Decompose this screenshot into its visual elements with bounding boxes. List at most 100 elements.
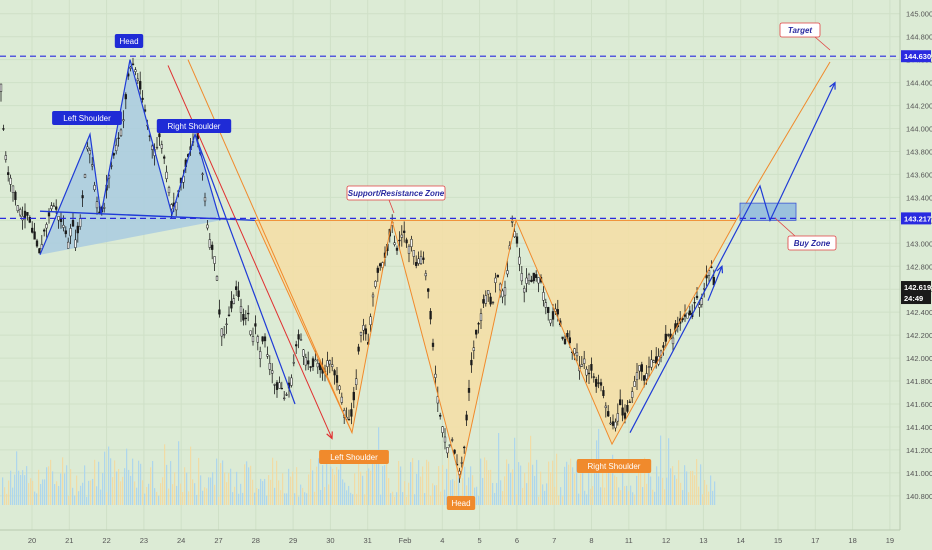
candle-body	[647, 366, 651, 368]
volume-bar	[206, 488, 208, 505]
candle-body	[326, 360, 329, 367]
volume-bar	[122, 476, 124, 505]
candle-body	[47, 212, 51, 217]
volume-bar	[426, 459, 428, 505]
candle-body	[280, 387, 283, 390]
volume-bar	[508, 463, 510, 505]
volume-bar	[622, 468, 624, 505]
candle-body	[611, 421, 615, 426]
volume-bar	[654, 491, 656, 505]
candle-body	[33, 231, 36, 240]
volume-bar	[180, 483, 182, 505]
candle-body	[333, 370, 336, 376]
volume-bar	[602, 461, 604, 505]
candle-body	[511, 220, 514, 223]
candle-body	[453, 449, 456, 454]
candle-body	[273, 384, 276, 386]
volume-bar	[524, 472, 526, 505]
candle-body	[355, 378, 358, 386]
volume-bar	[90, 480, 92, 505]
time-tick-label: 13	[699, 536, 707, 545]
volume-bar	[108, 446, 110, 505]
candle-body	[633, 381, 636, 387]
volume-bar	[548, 461, 550, 505]
volume-bar	[452, 479, 454, 505]
price-axis[interactable]: 140.800 141.000 141.200 141.400 141.600 141.8…	[899, 0, 932, 550]
candle-body	[175, 202, 178, 211]
volume-bar	[232, 492, 234, 505]
candle-body	[547, 307, 550, 313]
volume-bar	[362, 475, 364, 505]
volume-bar	[628, 491, 630, 505]
volume-bar	[640, 468, 642, 505]
volume-bar	[696, 459, 698, 505]
volume-bar	[154, 488, 156, 505]
price-tick-label: 141.000	[906, 469, 932, 478]
candle-body	[93, 185, 96, 191]
label-buy-zone: Buy Zone	[794, 239, 831, 248]
volume-bar	[514, 437, 516, 505]
volume-bar	[114, 460, 116, 505]
candle-body	[261, 336, 264, 342]
callout-pointer	[388, 199, 395, 214]
price-tick-label: 141.400	[906, 423, 932, 432]
volume-bar	[192, 479, 194, 505]
volume-bar	[282, 473, 284, 505]
candle-body	[151, 145, 154, 150]
volume-bar	[32, 480, 34, 505]
volume-bar	[624, 486, 626, 505]
volume-bar	[14, 474, 16, 505]
volume-bar	[76, 475, 78, 505]
volume-bar	[604, 487, 606, 505]
time-tick-label: 15	[774, 536, 782, 545]
candle-body	[266, 354, 269, 357]
price-tick-label: 142.800	[906, 262, 932, 271]
volume-bar	[18, 470, 20, 505]
volume-bar	[630, 485, 632, 505]
candle-body	[542, 292, 545, 301]
volume-bar	[440, 491, 442, 505]
volume-bar	[264, 478, 266, 505]
candle-body	[472, 347, 475, 351]
volume-bar	[274, 487, 276, 505]
candle-body	[590, 364, 593, 371]
volume-bar	[326, 459, 328, 505]
candle-body	[619, 399, 622, 406]
volume-bar	[72, 487, 74, 505]
volume-bar	[396, 492, 398, 505]
volume-bar	[136, 487, 138, 505]
label-support-resistance-zone: Support/Resistance Zone	[348, 189, 445, 198]
volume-bar	[650, 476, 652, 505]
candle-body	[338, 385, 341, 390]
candle-body	[470, 359, 473, 366]
time-tick-label: Feb	[399, 536, 412, 545]
volume-bar	[12, 487, 14, 505]
candle-body	[275, 382, 279, 390]
candle-body	[119, 129, 123, 137]
candle-body	[580, 364, 583, 367]
volume-bar	[162, 477, 164, 505]
candle-body	[568, 337, 571, 344]
candle-body	[244, 317, 247, 320]
candle-body	[62, 224, 65, 228]
volume-bar	[10, 470, 12, 505]
candle-body	[422, 257, 425, 260]
volume-bar	[574, 473, 576, 505]
candle-body	[575, 352, 579, 357]
candle-body	[640, 364, 643, 372]
volume-bar	[352, 494, 354, 505]
candle-body	[374, 280, 377, 287]
candle-body	[55, 206, 58, 210]
candle-body	[292, 362, 295, 364]
volume-bar	[142, 480, 144, 505]
volume-bar	[336, 466, 338, 505]
candle-body	[506, 270, 509, 275]
candle-body	[515, 236, 519, 244]
candle-body	[4, 155, 7, 160]
time-axis[interactable]: 20 21 22 23 24 27 28 29 30 31 Feb 4 5 6 7 8 11 12 13 14 15 17…	[0, 529, 932, 550]
volume-bar	[310, 459, 312, 505]
volume-bar	[112, 477, 114, 505]
label-right-shoulder-bottom: Right Shoulder	[588, 462, 641, 471]
volume-bar	[260, 478, 262, 505]
volume-bar	[412, 458, 414, 505]
